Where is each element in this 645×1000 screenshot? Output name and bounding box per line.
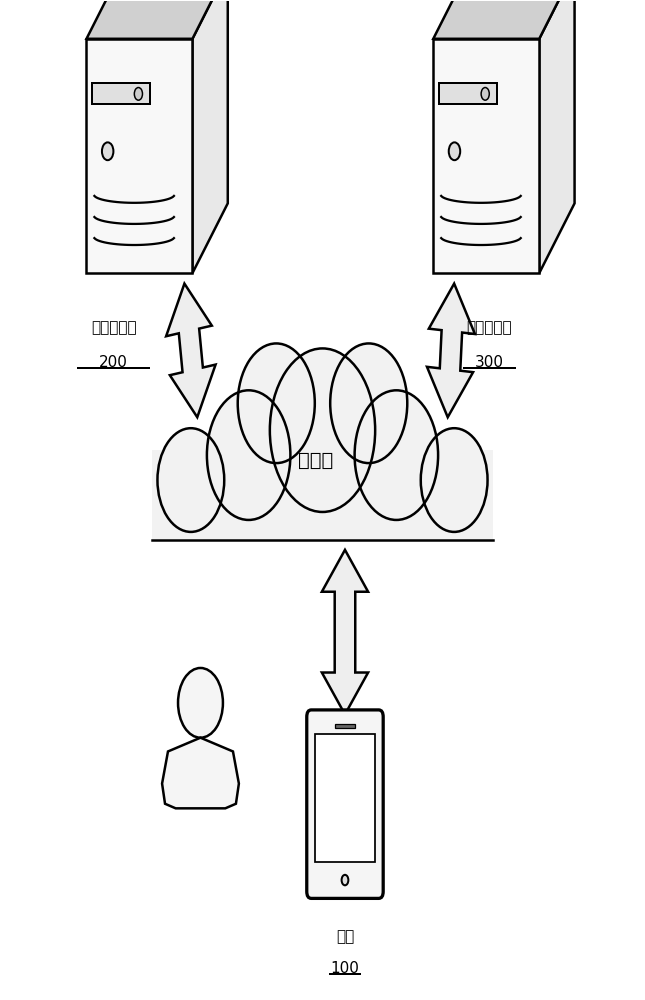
Polygon shape bbox=[86, 0, 228, 39]
FancyBboxPatch shape bbox=[439, 83, 497, 104]
Polygon shape bbox=[192, 0, 228, 273]
Circle shape bbox=[208, 392, 289, 518]
FancyBboxPatch shape bbox=[152, 450, 493, 540]
Text: 识别服务器: 识别服务器 bbox=[467, 321, 512, 336]
Text: 资讯服务器: 资讯服务器 bbox=[91, 321, 137, 336]
Circle shape bbox=[102, 142, 114, 160]
FancyBboxPatch shape bbox=[86, 39, 192, 273]
Text: 300: 300 bbox=[475, 355, 504, 370]
FancyBboxPatch shape bbox=[315, 734, 375, 862]
Circle shape bbox=[422, 430, 486, 530]
Polygon shape bbox=[322, 550, 368, 714]
Text: 互联网: 互联网 bbox=[299, 451, 333, 470]
FancyBboxPatch shape bbox=[307, 710, 383, 898]
Circle shape bbox=[239, 345, 313, 461]
Circle shape bbox=[178, 668, 223, 738]
Polygon shape bbox=[162, 738, 239, 808]
Circle shape bbox=[271, 350, 374, 510]
Polygon shape bbox=[166, 284, 215, 417]
Circle shape bbox=[481, 88, 490, 100]
Circle shape bbox=[330, 343, 407, 463]
Circle shape bbox=[159, 430, 223, 530]
Circle shape bbox=[355, 390, 438, 520]
Circle shape bbox=[342, 875, 348, 885]
Circle shape bbox=[270, 348, 375, 512]
Circle shape bbox=[207, 390, 290, 520]
Text: 终端: 终端 bbox=[336, 929, 354, 944]
Circle shape bbox=[134, 88, 143, 100]
Text: 100: 100 bbox=[330, 961, 359, 976]
Circle shape bbox=[421, 428, 488, 532]
Circle shape bbox=[157, 428, 224, 532]
Circle shape bbox=[356, 392, 437, 518]
Polygon shape bbox=[433, 0, 575, 39]
Circle shape bbox=[332, 345, 406, 461]
Polygon shape bbox=[427, 284, 475, 417]
Circle shape bbox=[449, 142, 461, 160]
FancyBboxPatch shape bbox=[92, 83, 150, 104]
Polygon shape bbox=[539, 0, 575, 273]
Text: 200: 200 bbox=[99, 355, 128, 370]
FancyBboxPatch shape bbox=[433, 39, 539, 273]
Circle shape bbox=[238, 343, 315, 463]
Bar bbox=[335, 724, 355, 728]
